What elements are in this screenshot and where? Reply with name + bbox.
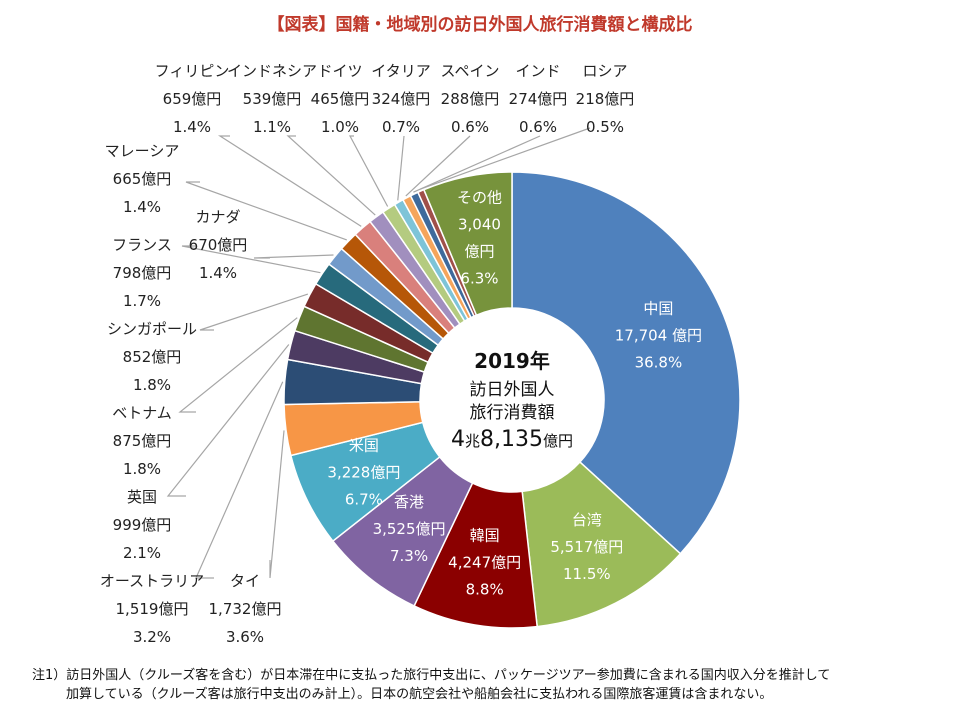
center-year: 2019年 xyxy=(474,349,550,373)
slice-label-16-1: 324億円 xyxy=(372,90,431,108)
footnote: 注1）訪日外国人（クルーズ客を含む）が日本滞在中に支払った旅行中支出に、パッケー… xyxy=(32,666,952,704)
center-total-num1: 4 xyxy=(451,427,465,452)
slice-label-20-3: 6.3% xyxy=(460,270,498,288)
slice-label-6-0: オーストラリア xyxy=(100,572,204,590)
slice-label-9-0: シンガポール xyxy=(107,320,197,338)
slice-label-8-1: 875億円 xyxy=(113,432,172,450)
slice-label-4-2: 6.7% xyxy=(345,491,383,509)
slice-20 xyxy=(422,171,513,317)
slice-label-6-2: 3.2% xyxy=(133,628,171,646)
slice-label-18-0: インド xyxy=(515,62,560,80)
slice-label-12-1: 665億円 xyxy=(113,170,172,188)
slice-label-7-0: 英国 xyxy=(127,488,157,506)
slice-label-10-2: 1.7% xyxy=(123,292,161,310)
leader-19 xyxy=(419,127,591,190)
slice-label-19-0: ロシア xyxy=(582,62,627,80)
slice-label-10-1: 798億円 xyxy=(113,264,172,282)
leader-13 xyxy=(217,135,362,227)
slice-label-2-1: 4,247億円 xyxy=(448,554,521,572)
slice-label-16-0: イタリア xyxy=(371,62,430,80)
slice-label-13-1: 659億円 xyxy=(163,90,222,108)
center-total-unit1: 兆 xyxy=(465,432,480,450)
center-line1: 訪日外国人 xyxy=(470,380,555,400)
slice-label-7-2: 2.1% xyxy=(123,544,161,562)
footnote-line2: 加算している（クルーズ客は旅行中支出のみ計上）。日本の航空会社や船舶会社に支払わ… xyxy=(66,687,773,702)
slice-label-9-1: 852億円 xyxy=(123,348,182,366)
slice-label-1-2: 11.5% xyxy=(563,565,611,583)
slice-label-14-0: インドネシア xyxy=(227,62,317,80)
leader-8 xyxy=(178,317,298,413)
leader-18 xyxy=(413,135,541,193)
slice-label-14-2: 1.1% xyxy=(253,118,291,136)
slice-label-8-0: ベトナム xyxy=(112,404,172,422)
slice-label-3-1: 3,525億円 xyxy=(373,520,446,538)
slice-label-13-2: 1.4% xyxy=(173,118,211,136)
slice-label-0-2: 36.8% xyxy=(635,353,683,371)
slice-label-1-0: 台湾 xyxy=(572,511,602,529)
slice-labels: 中国 17,704 億円 36.8% 台湾 5,517億円 11.5% 韓国 4,247億円 8… xyxy=(100,62,702,646)
slice-label-5-1: 1,732億円 xyxy=(209,600,282,618)
slice-label-11-1: 670億円 xyxy=(189,236,248,254)
slice-label-10-0: フランス xyxy=(112,236,172,254)
slice-label-17-1: 288億円 xyxy=(441,90,500,108)
slice-label-5-0: タイ xyxy=(230,572,260,590)
center-total: 4兆8,135億円 xyxy=(451,427,573,452)
donut-slices xyxy=(283,171,741,629)
slice-label-11-0: カナダ xyxy=(195,208,240,226)
slice-label-4-1: 3,228億円 xyxy=(327,464,400,482)
slice-label-19-2: 0.5% xyxy=(586,118,624,136)
leader-12 xyxy=(185,181,347,241)
slice-label-20-1: 3,040 xyxy=(458,216,501,234)
slice-label-11-2: 1.4% xyxy=(199,264,237,282)
slice-label-1-1: 5,517億円 xyxy=(550,538,623,556)
slice-label-14-1: 539億円 xyxy=(243,90,302,108)
center-total-unit2: 億円 xyxy=(543,432,573,450)
slice-label-8-2: 1.8% xyxy=(123,460,161,478)
chart-title: 【図表】国籍・地域別の訪日外国人旅行消費額と構成比 xyxy=(267,15,693,35)
slice-label-18-1: 274億円 xyxy=(509,90,568,108)
center-total-num2: 8,135 xyxy=(480,427,543,452)
slice-label-15-0: ドイツ xyxy=(317,62,362,80)
leader-11 xyxy=(253,254,334,259)
slice-label-20-2: 億円 xyxy=(464,243,494,261)
slice-label-16-2: 0.7% xyxy=(382,118,420,136)
slice-label-15-1: 465億円 xyxy=(311,90,370,108)
slice-label-12-2: 1.4% xyxy=(123,198,161,216)
footnote-line1: 注1）訪日外国人（クルーズ客を含む）が日本滞在中に支払った旅行中支出に、パッケー… xyxy=(32,668,831,683)
leader-15 xyxy=(348,135,389,207)
slice-label-18-2: 0.6% xyxy=(519,118,557,136)
slice-label-19-1: 218億円 xyxy=(576,90,635,108)
leader-14 xyxy=(286,135,376,216)
slice-label-7-1: 999億円 xyxy=(113,516,172,534)
slice-label-3-0: 香港 xyxy=(394,493,424,511)
slice-label-17-2: 0.6% xyxy=(451,118,489,136)
slice-label-9-2: 1.8% xyxy=(133,376,171,394)
center-line2: 旅行消費額 xyxy=(470,403,555,423)
slice-label-0-0: 中国 xyxy=(643,299,673,317)
slice-0 xyxy=(511,171,741,555)
leader-5 xyxy=(269,430,285,579)
leader-6 xyxy=(195,381,284,579)
slice-label-13-0: フィリピン xyxy=(155,62,230,80)
leader-10 xyxy=(181,245,321,274)
slice-label-15-2: 1.0% xyxy=(321,118,359,136)
leader-16 xyxy=(397,135,405,201)
slice-label-17-0: スペイン xyxy=(441,62,500,80)
leader-7 xyxy=(166,344,290,497)
slice-label-20-0: その他 xyxy=(457,189,502,207)
leader-lines xyxy=(166,127,591,579)
slice-label-12-0: マレーシア xyxy=(105,142,180,160)
slice-label-5-2: 3.6% xyxy=(226,628,264,646)
leader-17 xyxy=(405,135,471,197)
slice-label-6-1: 1,519億円 xyxy=(116,600,189,618)
slice-label-2-0: 韓国 xyxy=(470,527,500,545)
slice-1 xyxy=(521,460,682,628)
slice-label-3-2: 7.3% xyxy=(390,547,428,565)
donut-center: 2019年 訪日外国人 旅行消費額 4兆8,135億円 xyxy=(451,349,573,452)
leader-9 xyxy=(199,293,309,331)
slice-label-0-1: 17,704 億円 xyxy=(615,326,702,344)
slice-label-4-0: 米国 xyxy=(349,437,379,455)
slice-label-2-2: 8.8% xyxy=(466,581,504,599)
